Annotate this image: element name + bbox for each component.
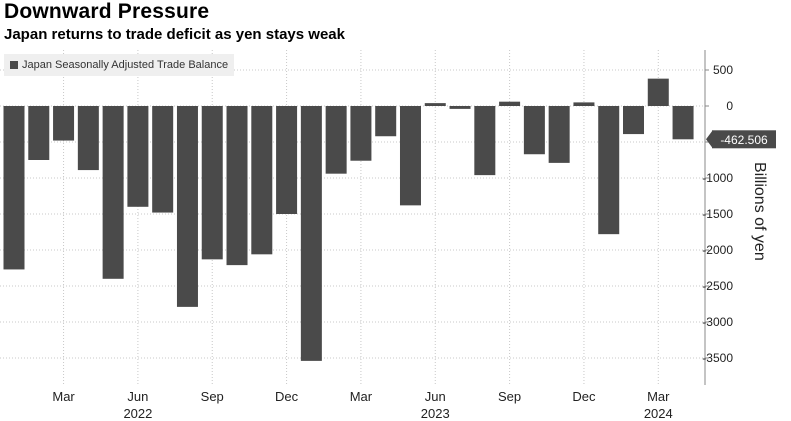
x-tick-label: Jun (425, 389, 446, 404)
bar (276, 106, 298, 214)
bar (449, 106, 471, 109)
last-value-box (712, 130, 776, 149)
bar (399, 106, 421, 206)
y-tick-label: -1000 (702, 171, 733, 185)
bar (375, 106, 397, 137)
bar (523, 106, 545, 155)
chart-title: Downward Pressure (4, 0, 210, 23)
x-tick-label: Mar (350, 389, 373, 404)
x-tick-label: Sep (201, 389, 224, 404)
bar (325, 106, 347, 174)
legend-swatch (10, 61, 18, 69)
bar (499, 101, 521, 106)
bar (127, 106, 149, 207)
bar (201, 106, 223, 260)
bar (424, 103, 446, 106)
x-tick-label: Mar (52, 389, 75, 404)
bar (573, 102, 595, 106)
x-year-label: 2024 (644, 406, 673, 421)
bar (251, 106, 273, 255)
y-tick-label: -1500 (702, 207, 733, 221)
chart-subtitle: Japan returns to trade deficit as yen st… (4, 26, 345, 43)
bar (672, 106, 694, 140)
x-tick-label: Jun (127, 389, 148, 404)
x-year-label: 2023 (421, 406, 450, 421)
last-value-label: -462.506 (720, 133, 768, 147)
y-tick-label: -3000 (702, 315, 733, 329)
bar (152, 106, 174, 213)
last-value-pointer (706, 131, 712, 148)
y-tick-label: -2500 (702, 279, 733, 293)
legend: Japan Seasonally Adjusted Trade Balance (4, 54, 235, 76)
bar (350, 106, 372, 161)
x-year-label: 2022 (123, 406, 152, 421)
bar (28, 106, 50, 160)
y-tick-label: -3500 (702, 351, 733, 365)
x-tick-label: Sep (498, 389, 521, 404)
x-tick-label: Mar (647, 389, 670, 404)
x-tick-label: Dec (572, 389, 596, 404)
y-tick-label: -2000 (702, 243, 733, 257)
bar (102, 106, 124, 279)
bar (300, 106, 322, 361)
bar (474, 106, 496, 176)
y-tick-label: 500 (713, 63, 733, 77)
bar (647, 78, 669, 106)
bar (226, 106, 248, 266)
bar (3, 106, 25, 270)
bar (623, 106, 644, 135)
y-tick-label: 0 (726, 99, 733, 113)
x-tick-label: Dec (275, 389, 299, 404)
bar (176, 106, 198, 307)
bar (77, 106, 99, 171)
y-axis-label: Billions of yen (751, 162, 768, 261)
bar (598, 106, 620, 235)
legend-label: Japan Seasonally Adjusted Trade Balance (22, 59, 229, 71)
bar (53, 106, 75, 141)
bar (548, 106, 570, 163)
